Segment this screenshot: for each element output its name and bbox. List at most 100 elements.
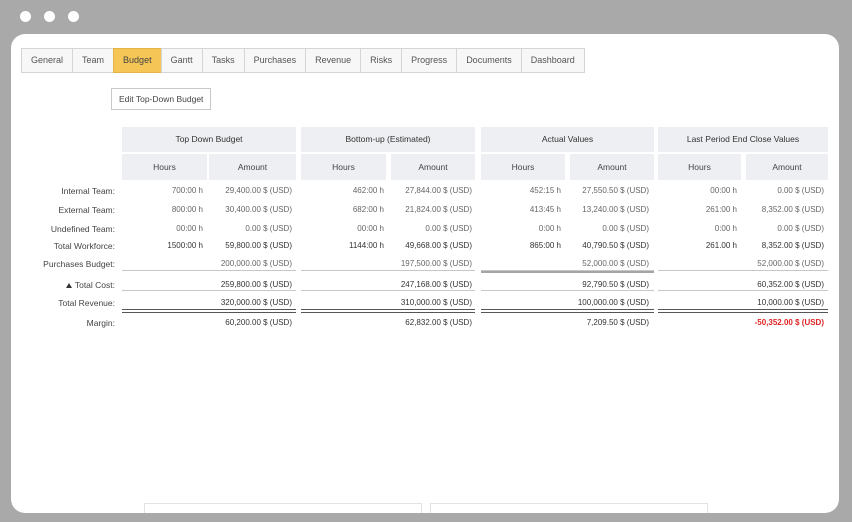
tab-team[interactable]: Team <box>72 48 114 73</box>
tab-purchases[interactable]: Purchases <box>243 48 306 73</box>
amount-header: Amount <box>209 154 296 180</box>
row-divider <box>122 270 296 271</box>
total-divider <box>658 309 828 313</box>
hours-cell: 0:00 h <box>714 224 737 233</box>
amount-cell: 62,832.00 $ (USD) <box>405 318 472 327</box>
tab-gantt[interactable]: Gantt <box>160 48 202 73</box>
tab-general[interactable]: General <box>21 48 73 73</box>
row-label: Total Revenue: <box>58 298 115 308</box>
column-group-header: Last Period End Close Values <box>658 127 828 152</box>
amount-cell: 10,000.00 $ (USD) <box>757 298 824 307</box>
footer-panel <box>430 503 708 513</box>
hours-cell: 00:00 h <box>176 224 203 233</box>
row-divider <box>481 290 654 291</box>
row-label-text: External Team: <box>58 205 115 215</box>
amount-cell: 52,000.00 $ (USD) <box>582 259 649 268</box>
amount-cell: 100,000.00 $ (USD) <box>577 298 649 307</box>
amount-cell: 60,352.00 $ (USD) <box>757 280 824 289</box>
row-divider <box>301 290 475 291</box>
row-divider <box>658 290 828 291</box>
amount-cell: 0.00 $ (USD) <box>245 224 292 233</box>
amount-cell: 7,209.50 $ (USD) <box>586 318 649 327</box>
amount-cell: 13,240.00 $ (USD) <box>582 205 649 214</box>
window-dot-icon[interactable] <box>68 11 79 22</box>
total-divider <box>122 309 296 313</box>
column-group-header: Bottom-up (Estimated) <box>301 127 475 152</box>
tab-tasks[interactable]: Tasks <box>201 48 244 73</box>
row-label: Total Workforce: <box>54 241 115 251</box>
hours-header: Hours <box>122 154 207 180</box>
amount-cell: 21,824.00 $ (USD) <box>405 205 472 214</box>
window-controls <box>20 11 79 22</box>
hours-cell: 462:00 h <box>352 186 384 195</box>
tab-documents[interactable]: Documents <box>456 48 521 73</box>
amount-cell: 40,790.50 $ (USD) <box>582 241 649 250</box>
hours-cell: 0:00 h <box>538 224 561 233</box>
row-label-text: Total Cost: <box>74 280 115 290</box>
amount-cell: 200,000.00 $ (USD) <box>220 259 292 268</box>
hours-cell: 261:00 h <box>705 205 737 214</box>
row-label: External Team: <box>58 205 115 215</box>
row-label: Total Cost: <box>65 280 115 290</box>
amount-header: Amount <box>746 154 828 180</box>
row-label-text: Undefined Team: <box>50 224 115 234</box>
amount-cell: 8,352.00 $ (USD) <box>761 241 824 250</box>
amount-cell: 30,400.00 $ (USD) <box>225 205 292 214</box>
tab-risks[interactable]: Risks <box>360 48 402 73</box>
row-divider <box>301 270 475 271</box>
footer-panel <box>144 503 422 513</box>
amount-cell: 0.00 $ (USD) <box>777 224 824 233</box>
hours-cell: 00:00 h <box>710 186 737 195</box>
amount-cell: 60,200.00 $ (USD) <box>225 318 292 327</box>
row-label: Purchases Budget: <box>43 259 115 269</box>
hours-header: Hours <box>481 154 565 180</box>
window-dot-icon[interactable] <box>44 11 55 22</box>
tab-bar: General Team Budget Gantt Tasks Purchases Reve… <box>21 48 585 73</box>
tab-budget[interactable]: Budget <box>113 48 161 73</box>
row-label-text: Total Revenue: <box>58 298 115 308</box>
amount-cell: 27,550.50 $ (USD) <box>582 186 649 195</box>
hours-cell: 413:45 h <box>529 205 561 214</box>
hours-cell: 1500:00 h <box>167 241 203 250</box>
tab-dashboard[interactable]: Dashboard <box>520 48 585 73</box>
amount-header: Amount <box>570 154 654 180</box>
amount-cell: 59,800.00 $ (USD) <box>225 241 292 250</box>
column-group-header: Actual Values <box>481 127 654 152</box>
amount-cell: 8,352.00 $ (USD) <box>761 205 824 214</box>
amount-cell: 247,168.00 $ (USD) <box>400 280 472 289</box>
collapse-triangle-icon[interactable] <box>65 283 72 288</box>
row-label-text: Margin: <box>86 318 115 328</box>
amount-cell: 29,400.00 $ (USD) <box>225 186 292 195</box>
tab-progress[interactable]: Progress <box>401 48 457 73</box>
row-label: Margin: <box>87 318 115 328</box>
amount-cell: 92,790.50 $ (USD) <box>582 280 649 289</box>
hours-cell: 1144:00 h <box>349 241 384 250</box>
row-label-text: Purchases Budget: <box>43 259 115 269</box>
amount-header: Amount <box>391 154 475 180</box>
amount-cell: 27,844.00 $ (USD) <box>405 186 472 195</box>
row-label: Undefined Team: <box>51 224 115 234</box>
hours-cell: 452:15 h <box>529 186 561 195</box>
hours-cell: 800:00 h <box>171 205 203 214</box>
amount-cell: 0.00 $ (USD) <box>425 224 472 233</box>
actual-divider <box>481 271 654 273</box>
amount-cell: 259,800.00 $ (USD) <box>220 280 292 289</box>
row-divider <box>481 270 654 271</box>
hours-cell: 682:00 h <box>352 205 384 214</box>
hours-header: Hours <box>301 154 386 180</box>
hours-cell: 261.00 h <box>705 241 737 250</box>
amount-cell: 0.00 $ (USD) <box>777 186 824 195</box>
window-dot-icon[interactable] <box>20 11 31 22</box>
amount-cell: 197,500.00 $ (USD) <box>400 259 472 268</box>
hours-cell: 700:00 h <box>171 186 203 195</box>
amount-cell: 0.00 $ (USD) <box>602 224 649 233</box>
amount-cell: 320,000.00 $ (USD) <box>220 298 292 307</box>
amount-cell: 52,000.00 $ (USD) <box>757 259 824 268</box>
edit-top-down-budget-button[interactable]: Edit Top-Down Budget <box>111 88 212 110</box>
row-divider <box>658 270 828 271</box>
amount-cell: -50,352.00 $ (USD) <box>754 318 824 327</box>
amount-cell: 310,000.00 $ (USD) <box>400 298 472 307</box>
hours-header: Hours <box>658 154 741 180</box>
tab-revenue[interactable]: Revenue <box>305 48 361 73</box>
row-label-text: Internal Team: <box>61 186 115 196</box>
